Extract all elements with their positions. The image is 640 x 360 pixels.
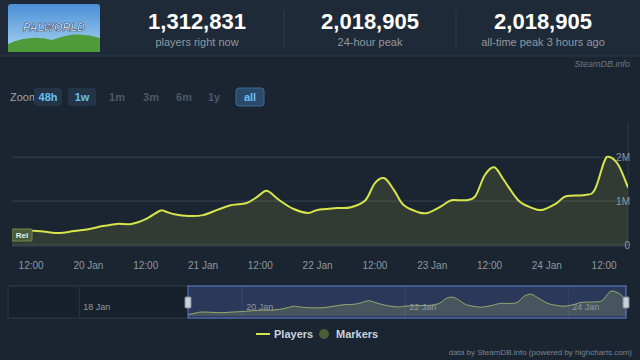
x-tick-label: 12:00 bbox=[133, 260, 158, 271]
zoom-label: Zoom bbox=[10, 91, 38, 103]
zoom-button-bg bbox=[34, 88, 62, 106]
y-tick-label: 2M bbox=[616, 152, 630, 163]
watermark: SteamDB.info bbox=[574, 59, 630, 69]
zoom-button-label[interactable]: 1y bbox=[208, 91, 221, 103]
x-tick-label: 24 Jan bbox=[532, 260, 562, 271]
y-tick-label: 1M bbox=[616, 196, 630, 207]
series-area bbox=[12, 157, 628, 245]
zoom-button[interactable]: all bbox=[236, 88, 264, 106]
legend-symbol bbox=[319, 329, 329, 339]
zoom-button-label[interactable]: 1m bbox=[109, 91, 125, 103]
x-tick-label: 21 Jan bbox=[188, 260, 218, 271]
legend-symbol bbox=[256, 333, 270, 335]
navigator-frame bbox=[8, 286, 626, 318]
y-tick-label: 0 bbox=[624, 240, 630, 251]
navigator-tick-label: 22 Jan bbox=[409, 302, 436, 312]
navigator-tick-label: 24 Jan bbox=[572, 302, 599, 312]
marker-flag bbox=[12, 229, 32, 241]
legend-label[interactable]: Players bbox=[274, 328, 313, 340]
zoom-button[interactable]: 6m bbox=[176, 91, 192, 103]
stat-value: 1,312,831 bbox=[148, 9, 246, 34]
x-tick-label: 12:00 bbox=[477, 260, 502, 271]
x-tick-label: 12:00 bbox=[362, 260, 387, 271]
legend-item[interactable]: Players bbox=[256, 328, 313, 340]
grid-line bbox=[12, 157, 628, 158]
x-tick-label: 20 Jan bbox=[73, 260, 103, 271]
marker-label: Rel bbox=[16, 231, 28, 240]
x-axis-line bbox=[12, 246, 628, 247]
navigator-tick-label: 18 Jan bbox=[83, 302, 110, 312]
series-line bbox=[12, 157, 628, 241]
stage: PALWORLD 1,312,831 players right now 2,018,… bbox=[0, 0, 640, 360]
navigator-handle[interactable] bbox=[185, 297, 191, 308]
zoom-button[interactable]: 1m bbox=[109, 91, 125, 103]
stat-label: 24-hour peak bbox=[338, 36, 403, 48]
x-tick-label: 12:00 bbox=[19, 260, 44, 271]
stat-value: 2,018,905 bbox=[321, 9, 419, 34]
game-thumbnail bbox=[8, 4, 100, 52]
zoom-button-bg bbox=[68, 88, 96, 106]
header-bg bbox=[0, 0, 640, 56]
grid-line bbox=[12, 201, 628, 202]
x-tick-label: 23 Jan bbox=[417, 260, 447, 271]
plot-area bbox=[12, 157, 628, 245]
legend-item[interactable]: Markers bbox=[319, 328, 378, 340]
navigator-grid-line bbox=[79, 286, 80, 318]
navigator-tick-label: 20 Jan bbox=[246, 302, 273, 312]
stat-label: players right now bbox=[155, 36, 238, 48]
zoom-button-bg bbox=[236, 88, 264, 106]
zoom-button[interactable]: 48h bbox=[34, 88, 62, 106]
stat-separator bbox=[456, 10, 457, 48]
navigator-handle[interactable] bbox=[623, 297, 629, 308]
credits: data by SteamDB.info (powered by highcha… bbox=[449, 348, 633, 357]
zoom-button[interactable]: 1y bbox=[208, 91, 221, 103]
thumbnail-hills bbox=[8, 34, 100, 52]
x-tick-label: 12:00 bbox=[592, 260, 617, 271]
zoom-button[interactable]: 1w bbox=[68, 88, 96, 106]
x-tick-label: 22 Jan bbox=[303, 260, 333, 271]
zoom-button-label[interactable]: 1w bbox=[75, 91, 90, 103]
navigator-selection[interactable] bbox=[188, 286, 626, 318]
stat-label: all-time peak 3 hours ago bbox=[481, 36, 605, 48]
zoom-button-label[interactable]: 3m bbox=[143, 91, 159, 103]
zoom-button[interactable]: 3m bbox=[143, 91, 159, 103]
game-title: PALWORLD bbox=[23, 21, 85, 33]
stat-value: 2,018,905 bbox=[494, 9, 592, 34]
header-separator bbox=[0, 56, 640, 57]
zoom-button-label[interactable]: 6m bbox=[176, 91, 192, 103]
zoom-button-label[interactable]: 48h bbox=[39, 91, 58, 103]
legend-label[interactable]: Markers bbox=[336, 328, 378, 340]
zoom-button-label[interactable]: all bbox=[244, 91, 256, 103]
stat-separator bbox=[284, 10, 285, 48]
x-tick-label: 12:00 bbox=[248, 260, 273, 271]
